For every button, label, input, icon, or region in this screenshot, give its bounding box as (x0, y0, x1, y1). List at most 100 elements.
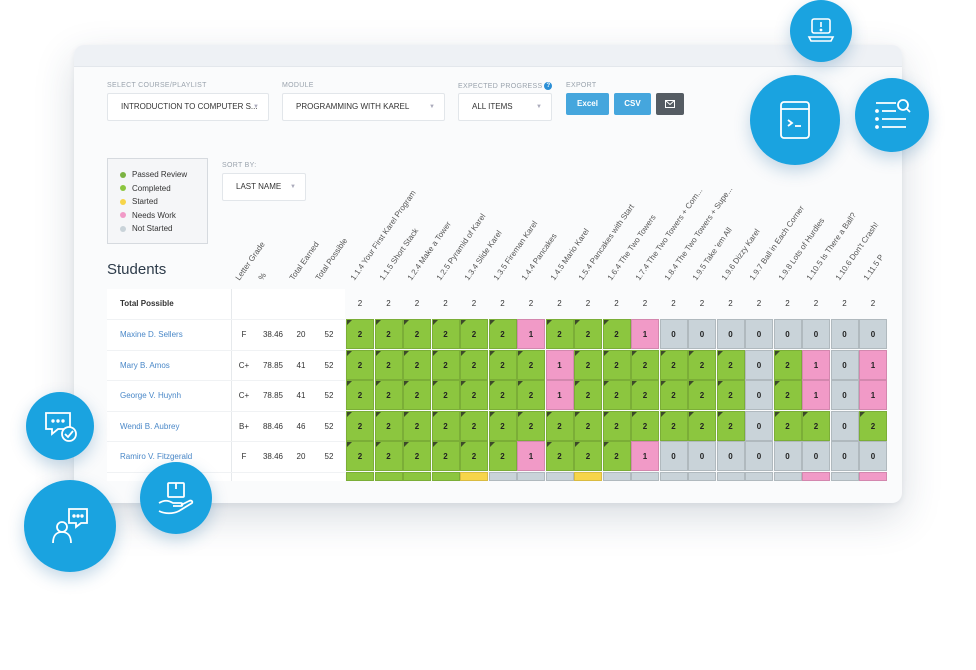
score-cell[interactable]: 2 (688, 410, 716, 441)
score-cell[interactable]: 2 (574, 319, 602, 349)
score-cell[interactable]: 0 (802, 441, 830, 471)
course-select[interactable]: INTRODUCTION TO COMPUTER S... ▼ (107, 93, 269, 121)
score-cell[interactable] (460, 471, 488, 481)
score-cell[interactable]: 2 (602, 441, 631, 471)
score-cell[interactable]: 2 (659, 380, 688, 410)
score-cell[interactable]: 2 (631, 380, 659, 410)
student-name-link[interactable]: George V. Huynh (120, 391, 182, 400)
score-cell[interactable]: 2 (460, 349, 488, 380)
column-header-assignment[interactable]: 1.10.5 Is There a Ball? (804, 211, 859, 282)
export-excel-button[interactable]: Excel (566, 93, 609, 115)
score-cell[interactable]: 1 (631, 319, 659, 349)
score-cell[interactable]: 2 (631, 349, 659, 380)
score-cell[interactable]: 2 (460, 441, 488, 471)
score-cell[interactable]: 2 (374, 441, 403, 471)
column-header-stat[interactable]: % (256, 271, 269, 282)
score-cell[interactable]: 1 (631, 441, 659, 471)
score-cell[interactable]: 2 (517, 410, 545, 441)
score-cell[interactable] (517, 471, 545, 481)
score-cell[interactable]: 2 (688, 380, 716, 410)
score-cell[interactable]: 2 (716, 410, 745, 441)
score-cell[interactable]: 2 (716, 349, 745, 380)
score-cell[interactable]: 1 (802, 349, 830, 380)
score-cell[interactable]: 0 (688, 441, 716, 471)
score-cell[interactable]: 2 (460, 410, 488, 441)
sort-select[interactable]: LAST NAME ▼ (222, 173, 306, 201)
student-name-link[interactable]: Maxine D. Sellers (120, 330, 183, 339)
score-cell[interactable] (631, 471, 659, 481)
score-cell[interactable]: 2 (488, 349, 517, 380)
score-cell[interactable]: 2 (460, 380, 488, 410)
score-cell[interactable] (688, 471, 716, 481)
score-cell[interactable]: 0 (745, 380, 773, 410)
student-name-link[interactable]: Ramiro V. Fitzgerald (120, 452, 193, 461)
score-cell[interactable]: 2 (431, 319, 460, 349)
score-cell[interactable]: 0 (745, 319, 773, 349)
score-cell[interactable]: 2 (574, 410, 602, 441)
score-cell[interactable]: 0 (802, 319, 830, 349)
score-cell[interactable]: 0 (830, 441, 859, 471)
score-cell[interactable]: 2 (631, 410, 659, 441)
column-header-assignment[interactable]: 1.5.4 Pancakes with Start (576, 202, 637, 282)
score-cell[interactable]: 2 (488, 410, 517, 441)
score-cell[interactable]: 1 (802, 380, 830, 410)
score-cell[interactable]: 2 (374, 349, 403, 380)
student-name-link[interactable]: Mary B. Amos (120, 360, 170, 370)
score-cell[interactable]: 1 (859, 349, 887, 380)
score-cell[interactable]: 1 (545, 349, 574, 380)
score-cell[interactable]: 2 (488, 319, 517, 349)
score-cell[interactable]: 2 (602, 380, 631, 410)
score-cell[interactable]: 2 (488, 380, 517, 410)
score-cell[interactable]: 2 (460, 319, 488, 349)
score-cell[interactable] (488, 471, 517, 481)
score-cell[interactable]: 2 (602, 349, 631, 380)
score-cell[interactable] (374, 471, 403, 481)
score-cell[interactable]: 0 (659, 441, 688, 471)
export-csv-button[interactable]: CSV (614, 93, 651, 115)
column-header-assignment[interactable]: 1.9.7 Ball in Each Corner (747, 203, 807, 282)
score-cell[interactable]: 2 (574, 380, 602, 410)
score-cell[interactable] (431, 471, 460, 481)
score-cell[interactable] (602, 471, 631, 481)
email-button[interactable] (656, 93, 684, 115)
score-cell[interactable]: 0 (830, 349, 859, 380)
score-cell[interactable]: 2 (431, 410, 460, 441)
score-cell[interactable]: 2 (659, 410, 688, 441)
score-cell[interactable] (545, 471, 574, 481)
score-cell[interactable]: 2 (374, 319, 403, 349)
column-header-assignment[interactable]: 1.11.5 P (861, 252, 886, 282)
score-cell[interactable]: 2 (403, 410, 431, 441)
score-cell[interactable]: 2 (374, 410, 403, 441)
score-cell[interactable]: 2 (545, 319, 574, 349)
score-cell[interactable] (346, 471, 374, 481)
score-cell[interactable] (659, 471, 688, 481)
score-cell[interactable]: 2 (346, 410, 374, 441)
score-cell[interactable] (830, 471, 859, 481)
score-cell[interactable]: 0 (688, 319, 716, 349)
score-cell[interactable]: 2 (346, 349, 374, 380)
score-cell[interactable]: 2 (716, 380, 745, 410)
score-cell[interactable]: 2 (431, 349, 460, 380)
score-cell[interactable]: 2 (403, 319, 431, 349)
score-cell[interactable]: 2 (545, 441, 574, 471)
score-cell[interactable]: 2 (545, 410, 574, 441)
score-cell[interactable] (802, 471, 830, 481)
score-cell[interactable]: 2 (431, 441, 460, 471)
score-cell[interactable]: 2 (517, 380, 545, 410)
score-cell[interactable] (716, 471, 745, 481)
score-cell[interactable]: 2 (403, 349, 431, 380)
score-cell[interactable] (574, 471, 602, 481)
score-cell[interactable] (859, 471, 887, 481)
score-cell[interactable]: 1 (859, 380, 887, 410)
score-cell[interactable]: 0 (830, 380, 859, 410)
score-cell[interactable]: 0 (859, 319, 887, 349)
score-cell[interactable]: 1 (545, 380, 574, 410)
score-cell[interactable]: 2 (574, 441, 602, 471)
student-name-link[interactable]: Wendi B. Aubrey (120, 421, 180, 431)
score-cell[interactable]: 2 (346, 319, 374, 349)
score-cell[interactable]: 2 (773, 380, 802, 410)
score-cell[interactable]: 2 (431, 380, 460, 410)
score-cell[interactable]: 2 (659, 349, 688, 380)
score-cell[interactable]: 2 (346, 441, 374, 471)
score-cell[interactable]: 2 (602, 410, 631, 441)
